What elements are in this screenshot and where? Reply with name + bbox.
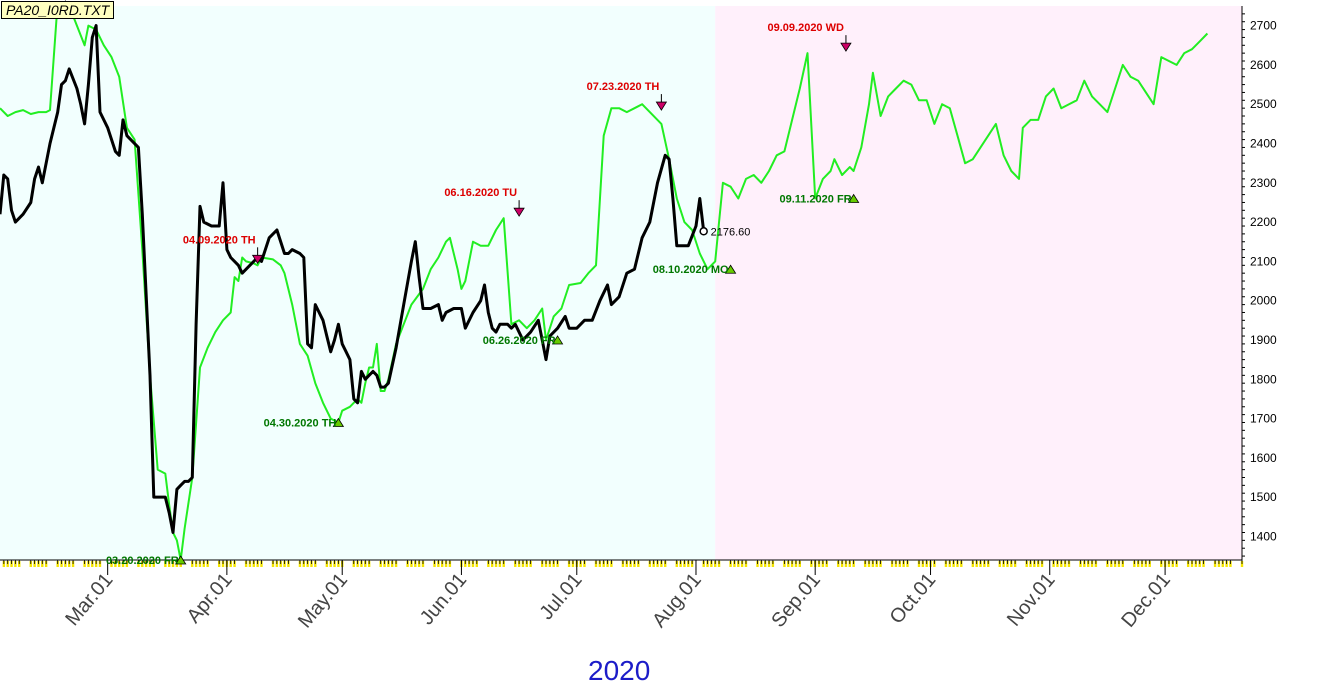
x-tick-label: Aug.01 — [648, 569, 706, 632]
x-axis-ribbon — [0, 560, 1242, 568]
top-annotation-label: 09.09.2020 WD — [768, 22, 844, 34]
bottom-annotation-label: 04.30.2020 TH — [264, 417, 337, 429]
y-tick-label: 2700 — [1250, 19, 1277, 33]
last-value-label: 2176.60 — [711, 226, 751, 238]
series-line-green — [0, 1, 1209, 561]
x-tick-label: Sep.01 — [767, 569, 825, 632]
bottom-annotation-label: 08.10.2020 MO — [653, 264, 729, 276]
y-tick-label: 1800 — [1250, 372, 1277, 386]
y-tick-label: 2100 — [1250, 254, 1277, 268]
last-value-marker — [699, 227, 708, 236]
bottom-annotation-label: 03.20.2020 FR — [106, 555, 179, 567]
x-tick-label: Jun.01 — [416, 569, 471, 629]
top-annotation-label: 06.16.2020 TU — [444, 187, 517, 199]
x-tick-label: Nov.01 — [1003, 569, 1060, 631]
y-tick-label: 2200 — [1250, 215, 1277, 229]
top-marker — [513, 207, 525, 217]
y-tick-label: 2600 — [1250, 58, 1277, 72]
top-marker — [840, 42, 852, 52]
bottom-marker — [332, 417, 345, 427]
x-tick-label: Dec.01 — [1117, 569, 1175, 632]
y-tick-label: 2300 — [1250, 176, 1277, 190]
y-tick-label: 1700 — [1250, 412, 1277, 426]
y-tick-label: 2500 — [1250, 97, 1277, 111]
x-tick-label: Apr.01 — [183, 569, 237, 627]
series-line-black — [0, 24, 706, 534]
x-tick-label: May.01 — [294, 569, 352, 632]
history-region — [0, 6, 716, 560]
y-tick-label: 2000 — [1250, 294, 1277, 308]
top-annotation-label: 07.23.2020 TH — [587, 81, 660, 93]
bottom-marker — [175, 555, 187, 565]
bottom-annotation-label: 06.26.2020 FR — [483, 335, 556, 347]
x-tick-label: Mar.01 — [61, 569, 117, 630]
bottom-marker — [847, 193, 860, 203]
bottom-marker — [551, 335, 564, 345]
bottom-annotation-label: 09.11.2020 FR — [779, 194, 851, 206]
x-axis-year-label: 2020 — [588, 655, 651, 686]
top-marker — [251, 254, 264, 265]
y-tick-label: 1600 — [1250, 451, 1277, 465]
chart-title: PA20_I0RD.TXT — [1, 1, 115, 19]
y-tick-label: 1900 — [1250, 333, 1277, 347]
y-tick-label: 1500 — [1250, 490, 1277, 504]
top-marker — [655, 101, 668, 111]
bottom-marker — [724, 264, 737, 274]
y-tick-label: 2400 — [1250, 137, 1277, 151]
y-tick-label: 1400 — [1250, 529, 1277, 543]
x-tick-label: Oct.01 — [886, 569, 941, 628]
x-tick-label: Jul.01 — [535, 569, 586, 624]
top-annotation-label: 04.09.2020 TH — [183, 234, 256, 246]
forecast-region — [715, 6, 1242, 560]
